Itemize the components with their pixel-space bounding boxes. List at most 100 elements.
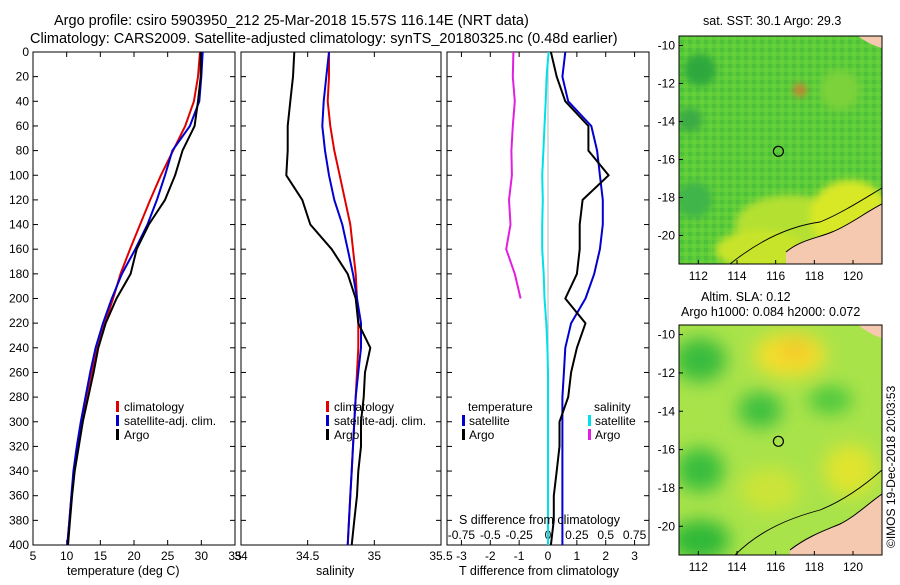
sst-coastline bbox=[785, 203, 882, 253]
lat-tick-label: -20 bbox=[658, 519, 676, 533]
series-argo bbox=[67, 52, 202, 546]
x-tick-label: 3 bbox=[631, 549, 638, 563]
sla-map-frame bbox=[678, 324, 883, 556]
legend-swatch-t-argo bbox=[462, 429, 465, 440]
legend-swatch-s-argo bbox=[588, 429, 591, 440]
depth-tick-label: 280 bbox=[9, 390, 29, 404]
legend-label-s-argo: Argo bbox=[595, 428, 621, 442]
x-tick-label: 0 bbox=[545, 549, 552, 563]
lat-tick-label: -12 bbox=[658, 77, 676, 91]
sst-map-axes: 112 114 116 118 120 -10 -12 -14 -16 -18 -20 bbox=[658, 39, 864, 284]
series-satellite-adj-clim- bbox=[66, 51, 204, 546]
difference-series bbox=[505, 51, 610, 546]
sst-cool-patch bbox=[679, 182, 712, 218]
salinity-legend: climatology satellite-adj. clim. Argo bbox=[326, 400, 426, 442]
legend-title-temperature: temperature bbox=[468, 400, 533, 414]
sla-argo-position-marker bbox=[772, 435, 785, 447]
depth-tick-label: 100 bbox=[9, 168, 29, 182]
lat-tick-label: -14 bbox=[658, 404, 676, 418]
sla-land bbox=[790, 494, 882, 555]
sst-warm-patch bbox=[820, 70, 860, 110]
x-tick-label: 10 bbox=[60, 549, 74, 563]
depth-tick-label: 120 bbox=[9, 193, 29, 207]
legend-label-t-argo: Argo bbox=[469, 428, 495, 442]
lon-tick-label: 118 bbox=[805, 269, 824, 283]
sla-land-north bbox=[858, 325, 882, 338]
lat-tick-label: -10 bbox=[658, 39, 676, 53]
figure-title-line-1: Argo profile: csiro 5903950_212 25-Mar-2… bbox=[54, 13, 529, 29]
temperature-axis-label: temperature (deg C) bbox=[67, 564, 180, 578]
x-tick-label: 35.5 bbox=[429, 549, 453, 563]
x-tick-label: -1 bbox=[514, 549, 525, 563]
sla-low-patch bbox=[808, 386, 852, 414]
legend-title-salinity: salinity bbox=[594, 400, 631, 414]
sst-map-title: sat. SST: 30.1 Argo: 29.3 bbox=[703, 14, 841, 28]
lat-tick-label: -18 bbox=[658, 191, 676, 205]
legend-swatch-satellite bbox=[116, 415, 119, 426]
x-tick-label: 35 bbox=[228, 549, 242, 563]
legend-swatch-satellite bbox=[326, 415, 329, 426]
sla-high-core bbox=[781, 341, 809, 359]
sst-land-north bbox=[858, 36, 882, 48]
x-tick-label: 35 bbox=[368, 549, 382, 563]
depth-tick-label: 200 bbox=[9, 292, 29, 306]
legend-label-t-satellite: satellite bbox=[469, 414, 510, 428]
x-tick-label: 2 bbox=[602, 549, 609, 563]
s-diff-tick-label: 0.75 bbox=[623, 528, 647, 542]
depth-tick-label: 40 bbox=[16, 94, 30, 108]
series-s-satellite bbox=[541, 51, 550, 545]
salinity-panel bbox=[240, 51, 442, 546]
temperature-x-axis: 5 10 15 20 25 30 35 bbox=[30, 52, 242, 563]
legend-swatch-climatology bbox=[116, 401, 119, 412]
figure-title-line-2: Climatology: CARS2009. Satellite-adjuste… bbox=[30, 31, 618, 47]
depth-tick-label: 340 bbox=[9, 464, 29, 478]
lat-tick-label: -10 bbox=[658, 328, 676, 342]
depth-tick-label: 0 bbox=[22, 45, 29, 59]
sla-map-title-line-2: Argo h1000: 0.084 h2000: 0.072 bbox=[681, 305, 860, 319]
depth-tick-label: 80 bbox=[16, 144, 30, 158]
t-difference-axis-label: T difference from climatology bbox=[459, 564, 620, 578]
lat-tick-label: -14 bbox=[658, 115, 676, 129]
legend-swatch-s-satellite bbox=[588, 415, 591, 426]
s-diff-tick-label: -0.75 bbox=[448, 528, 476, 542]
legend-label-argo: Argo bbox=[334, 428, 360, 442]
sla-low-patch bbox=[679, 338, 726, 382]
sla-low-patch bbox=[738, 392, 782, 428]
sla-shelf-contour bbox=[734, 469, 882, 555]
legend-label-climatology: climatology bbox=[334, 400, 394, 414]
depth-tick-label: 60 bbox=[16, 119, 30, 133]
x-tick-label: 5 bbox=[30, 549, 37, 563]
sla-map bbox=[679, 325, 882, 555]
x-tick-label: 34 bbox=[234, 549, 248, 563]
imos-credit: ©IMOS 19-Dec-2018 20:03:53 bbox=[884, 385, 898, 548]
lon-tick-label: 112 bbox=[689, 560, 708, 574]
sst-map bbox=[679, 36, 882, 264]
sst-warm-coastal bbox=[715, 230, 805, 264]
salinity-x-axis: 34 34.5 35 35.5 bbox=[234, 52, 453, 563]
sla-high-patch bbox=[824, 444, 876, 496]
x-tick-label: -2 bbox=[485, 549, 496, 563]
series-argo bbox=[285, 51, 372, 546]
s-diff-tick-label: 0.25 bbox=[565, 528, 589, 542]
sst-hot-spot bbox=[794, 84, 806, 96]
x-tick-label: 20 bbox=[127, 549, 141, 563]
s-diff-tick-label: -0.5 bbox=[480, 528, 501, 542]
salinity-series bbox=[285, 51, 372, 546]
temperature-series bbox=[66, 51, 204, 546]
lat-tick-label: -16 bbox=[658, 443, 676, 457]
depth-tick-label: 260 bbox=[9, 365, 29, 379]
x-tick-label: 30 bbox=[195, 549, 209, 563]
legend-label-s-satellite: satellite bbox=[595, 414, 636, 428]
sst-land bbox=[786, 204, 882, 264]
sla-high-patch bbox=[740, 468, 800, 512]
depth-tick-label: 320 bbox=[9, 439, 29, 453]
sst-cool-patch bbox=[679, 108, 702, 132]
legend-label-climatology: climatology bbox=[124, 400, 184, 414]
lon-tick-label: 114 bbox=[727, 560, 746, 574]
series-satellite-adj-clim- bbox=[321, 51, 362, 546]
depth-tick-label: 380 bbox=[9, 513, 29, 527]
lon-tick-label: 118 bbox=[805, 560, 824, 574]
s-diff-tick-label: 0.5 bbox=[597, 528, 614, 542]
legend-swatch-argo bbox=[326, 429, 329, 440]
x-tick-label: -3 bbox=[456, 549, 467, 563]
